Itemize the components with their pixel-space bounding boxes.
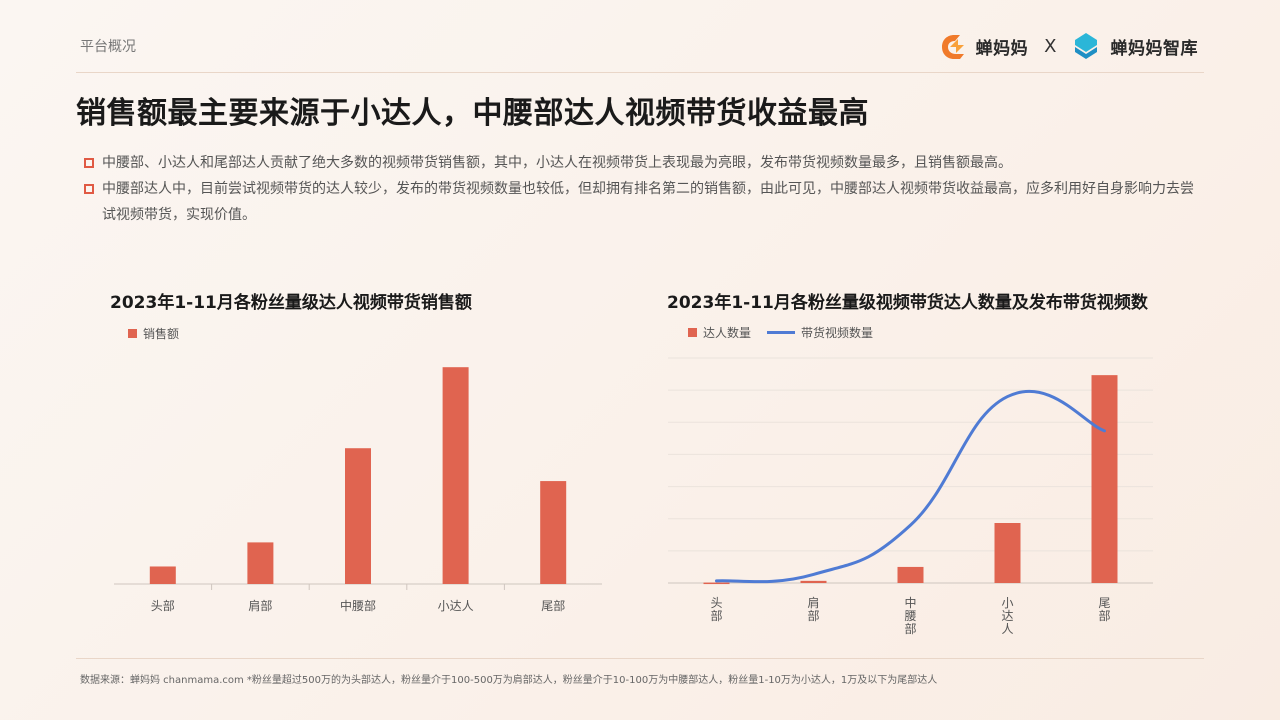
x-tick-label: 头部	[151, 598, 175, 613]
x-tick-label-char: 部	[904, 621, 916, 636]
x-tick-label-char: 人	[1001, 622, 1013, 636]
x-tick-label: 肩部	[248, 598, 272, 613]
chart1-legend: 销售额	[128, 325, 179, 342]
bar-2	[800, 580, 827, 583]
x-tick-label-char: 达	[1001, 609, 1013, 623]
bottom-divider	[76, 658, 1204, 659]
x-tick-label-char: 小	[1001, 596, 1013, 610]
video-count-line	[715, 389, 1106, 584]
legend-line-videos	[767, 331, 796, 334]
x-tick-label: 尾部	[541, 598, 565, 613]
bar-4	[994, 523, 1021, 583]
bar-5	[1091, 375, 1118, 583]
x-tick-label-char: 尾	[1098, 596, 1110, 610]
x-tick-label-char: 部	[807, 608, 819, 623]
chanmama-logo-icon	[938, 31, 968, 61]
zhiku-logo-icon	[1073, 31, 1103, 61]
bar-1	[149, 566, 176, 584]
footnote: 数据来源：蝉妈妈 chanmama.com *粉丝量超过500万的为头部达人，粉…	[80, 675, 938, 686]
chart2-title: 2023年1-11月各粉丝量级视频带货达人数量及发布带货视频数	[667, 293, 1148, 313]
legend-label-sales: 销售额	[143, 327, 180, 341]
chart2-legend: 达人数量 带货视频数量	[688, 324, 873, 341]
legend-swatch-sales	[128, 329, 137, 338]
bullet-text: 中腰部、小达人和尾部达人贡献了绝大多数的视频带货销售额，其中，小达人在视频带货上…	[102, 155, 1012, 171]
chart1-title: 2023年1-11月各粉丝量级达人视频带货销售额	[110, 293, 472, 313]
logo-text-chanmama: 蝉妈妈	[975, 38, 1029, 59]
legend-swatch-creators	[688, 328, 697, 337]
legend-label-creators: 达人数量	[703, 326, 752, 340]
page-title: 销售额最主要来源于小达人，中腰部达人视频带货收益最高	[76, 96, 869, 131]
logo-area: 蝉妈妈 X 蝉妈妈智库	[938, 30, 1198, 62]
x-tick-label-char: 肩	[807, 595, 819, 610]
x-tick-label-char: 腰	[904, 609, 916, 623]
x-tick-label-char: 部	[710, 608, 722, 623]
bullet-item: 中腰部、小达人和尾部达人贡献了绝大多数的视频带货销售额，其中，小达人在视频带货上…	[82, 150, 1202, 176]
bullet-square-icon	[84, 184, 94, 194]
bar-3	[897, 566, 924, 583]
bar-1	[703, 582, 730, 585]
section-label: 平台概况	[80, 39, 136, 55]
x-tick-label-char: 部	[1098, 608, 1110, 623]
bar-4	[442, 367, 469, 584]
bullet-square-icon	[84, 158, 94, 168]
legend-label-videos: 带货视频数量	[801, 326, 874, 340]
x-tick-label: 小达人	[438, 599, 474, 613]
x-tick-label-char: 头	[710, 596, 722, 610]
bullet-item: 中腰部达人中，目前尝试视频带货的达人较少，发布的带货视频数量也较低，但却拥有排名…	[82, 176, 1202, 228]
bar-2	[247, 542, 274, 584]
bullet-list: 中腰部、小达人和尾部达人贡献了绝大多数的视频带货销售额，其中，小达人在视频带货上…	[82, 150, 1202, 228]
bullet-text: 中腰部达人中，目前尝试视频带货的达人较少，发布的带货视频数量也较低，但却拥有排名…	[102, 181, 1194, 223]
logo-text-zhiku: 蝉妈妈智库	[1110, 38, 1198, 59]
logo-separator: X	[1044, 35, 1057, 57]
bar-3	[345, 448, 371, 584]
x-tick-label-char: 中	[904, 595, 916, 610]
x-tick-label: 中腰部	[340, 598, 376, 613]
top-divider	[76, 72, 1204, 73]
bar-5	[540, 481, 567, 584]
